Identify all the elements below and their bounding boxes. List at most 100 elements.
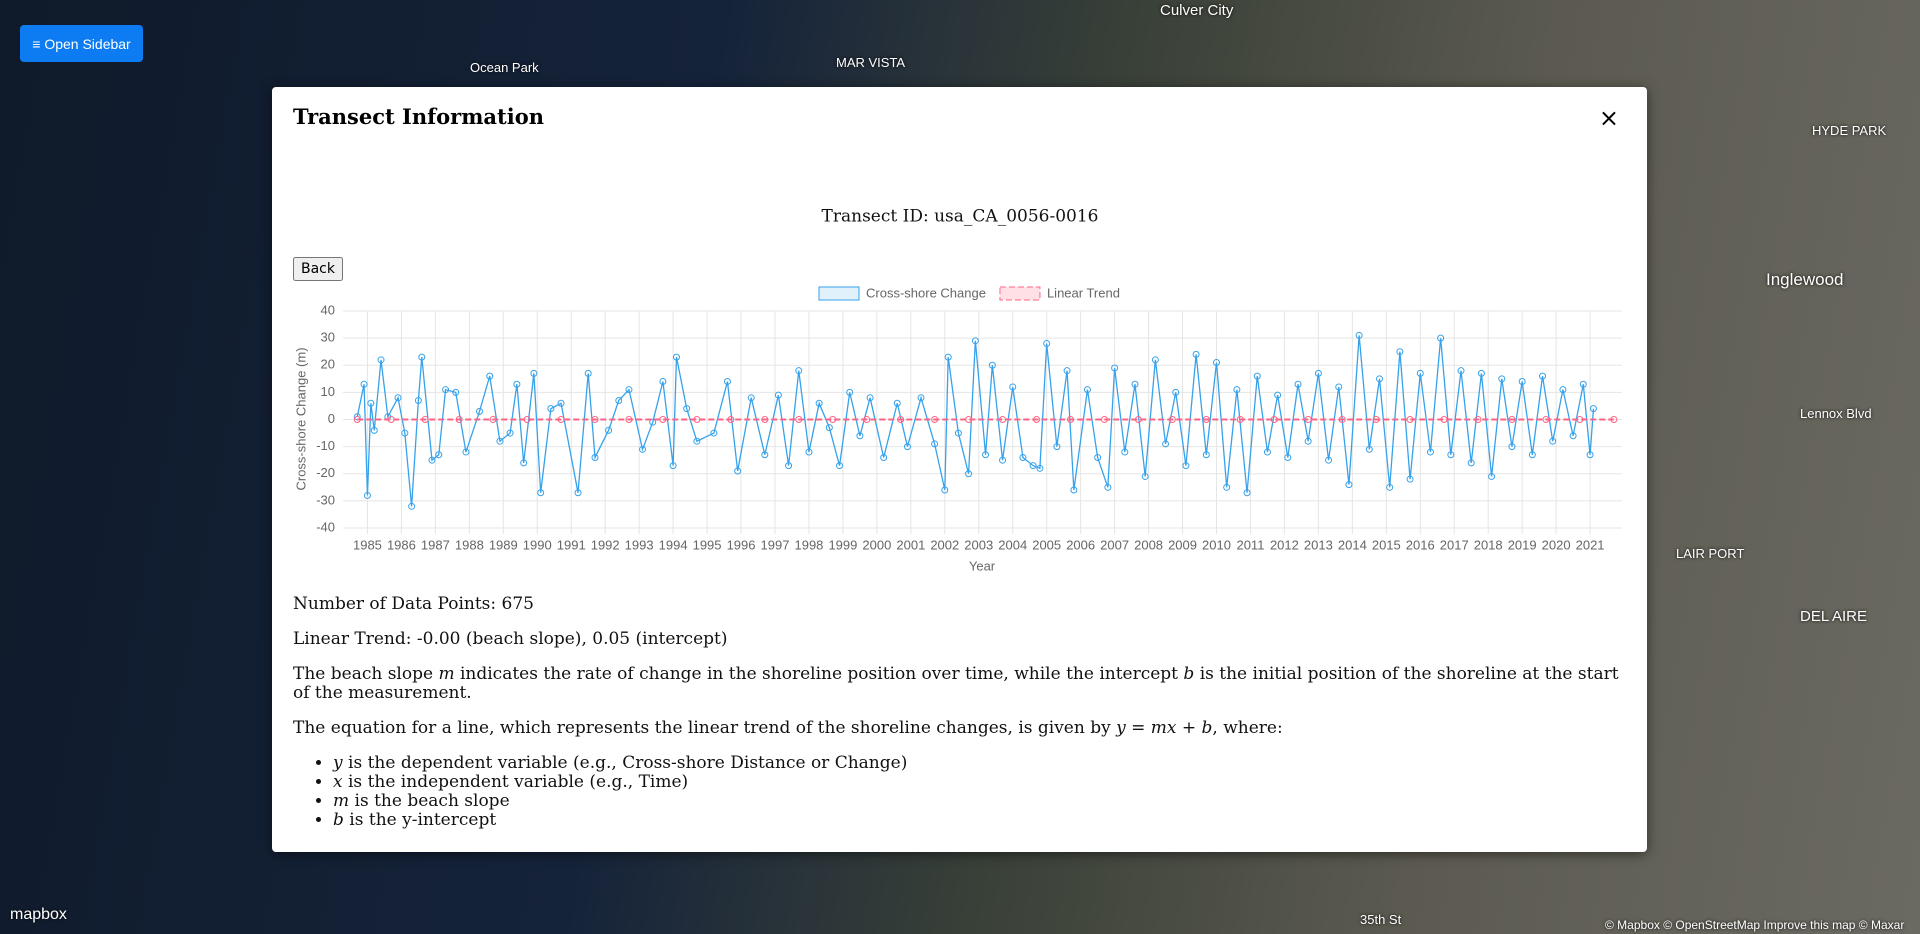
data-point bbox=[734, 467, 742, 475]
modal-title: Transect Information bbox=[293, 104, 544, 129]
data-point bbox=[693, 416, 701, 423]
data-point bbox=[1467, 459, 1475, 467]
data-point bbox=[1151, 356, 1159, 364]
data-point bbox=[1325, 456, 1333, 464]
data-point bbox=[693, 437, 701, 445]
math: y bbox=[333, 753, 343, 773]
equation: The equation for a line, which represent… bbox=[293, 719, 1623, 738]
x-tick-label: 2010 bbox=[1202, 537, 1231, 552]
data-point bbox=[401, 429, 409, 437]
data-point bbox=[421, 416, 429, 423]
data-point bbox=[673, 353, 681, 361]
data-point bbox=[1019, 453, 1027, 461]
list-item: y is the dependent variable (e.g., Cross… bbox=[333, 754, 1623, 773]
data-point bbox=[1508, 416, 1516, 423]
data-point bbox=[917, 394, 925, 402]
data-point bbox=[1202, 416, 1210, 423]
data-point bbox=[639, 445, 647, 453]
data-point bbox=[1066, 416, 1074, 423]
text: , where: bbox=[1212, 718, 1283, 738]
x-tick-label: 1995 bbox=[693, 537, 722, 552]
data-point bbox=[893, 399, 901, 407]
x-tick-label: 2011 bbox=[1236, 537, 1264, 552]
math: b bbox=[333, 810, 344, 830]
map-label: DEL AIRE bbox=[1800, 608, 1867, 625]
data-point bbox=[1053, 443, 1061, 451]
data-point bbox=[360, 380, 368, 388]
x-tick-label: 2000 bbox=[862, 537, 891, 552]
data-point bbox=[903, 443, 911, 451]
x-tick-label: 2019 bbox=[1508, 537, 1537, 552]
back-button[interactable]: Back bbox=[293, 257, 343, 281]
data-point bbox=[1212, 359, 1220, 367]
data-point bbox=[1036, 464, 1044, 472]
data-point bbox=[1236, 416, 1244, 423]
data-point bbox=[367, 399, 375, 407]
data-point bbox=[523, 416, 531, 423]
map-logo: mapbox bbox=[10, 906, 67, 923]
data-point bbox=[1338, 416, 1346, 423]
close-button[interactable]: × bbox=[1593, 103, 1625, 133]
y-tick-label: -40 bbox=[316, 519, 335, 534]
map-label: HYDE PARK bbox=[1812, 123, 1887, 138]
data-point bbox=[1043, 340, 1051, 348]
x-tick-label: 2016 bbox=[1406, 537, 1435, 552]
x-tick-label: 1999 bbox=[828, 537, 857, 552]
data-point bbox=[659, 416, 667, 423]
data-point bbox=[1549, 437, 1557, 445]
data-point bbox=[1355, 331, 1363, 339]
data-point bbox=[829, 416, 837, 423]
x-tick-label: 2013 bbox=[1304, 537, 1333, 552]
data-point bbox=[1162, 440, 1170, 448]
x-tick-label: 2003 bbox=[964, 537, 993, 552]
data-point bbox=[649, 418, 657, 426]
data-point bbox=[1440, 416, 1448, 423]
data-point bbox=[723, 378, 731, 386]
data-point bbox=[1009, 383, 1017, 391]
list-item: x is the independent variable (e.g., Tim… bbox=[333, 773, 1623, 792]
data-point bbox=[988, 361, 996, 369]
x-tick-label: 2001 bbox=[896, 537, 925, 552]
x-tick-label: 1985 bbox=[353, 537, 382, 552]
data-point bbox=[1559, 386, 1567, 394]
x-tick-label: 1989 bbox=[489, 537, 518, 552]
data-point bbox=[866, 394, 874, 402]
data-point bbox=[1172, 388, 1180, 396]
data-point bbox=[1488, 472, 1496, 480]
data-point bbox=[825, 424, 833, 432]
data-point bbox=[557, 399, 565, 407]
data-point bbox=[1579, 380, 1587, 388]
legend-label: Cross-shore Change bbox=[866, 285, 986, 300]
x-tick-label: 2004 bbox=[998, 537, 1027, 552]
data-point bbox=[496, 437, 504, 445]
open-sidebar-button[interactable]: ≡ Open Sidebar bbox=[20, 25, 143, 62]
data-point bbox=[1063, 367, 1071, 375]
data-point bbox=[774, 391, 782, 399]
data-point bbox=[897, 416, 905, 423]
data-point bbox=[1111, 364, 1119, 372]
data-point bbox=[880, 453, 888, 461]
data-point bbox=[1104, 483, 1112, 491]
x-tick-label: 2018 bbox=[1474, 537, 1503, 552]
x-tick-label: 2007 bbox=[1100, 537, 1129, 552]
data-point bbox=[455, 416, 463, 423]
y-tick-label: 20 bbox=[321, 357, 335, 372]
data-point bbox=[1100, 416, 1108, 423]
map-label: Ocean Park bbox=[470, 60, 539, 75]
text: is the initial position of the shoreline… bbox=[293, 664, 1619, 703]
x-tick-label: 2017 bbox=[1440, 537, 1469, 552]
data-point bbox=[591, 453, 599, 461]
text: is the dependent variable (e.g., Cross-s… bbox=[342, 753, 908, 773]
data-point bbox=[1376, 375, 1384, 383]
data-point bbox=[1192, 350, 1200, 358]
legend-swatch bbox=[999, 286, 1041, 301]
data-point bbox=[1168, 416, 1176, 423]
modal-body: Number of Data Points: 675 Linear Trend:… bbox=[293, 595, 1623, 830]
data-point bbox=[1314, 369, 1322, 377]
data-point bbox=[1406, 416, 1414, 423]
data-point bbox=[506, 429, 514, 437]
data-point bbox=[1274, 391, 1282, 399]
data-point bbox=[659, 378, 667, 386]
data-point bbox=[1121, 448, 1129, 456]
x-tick-label: 2006 bbox=[1066, 537, 1095, 552]
